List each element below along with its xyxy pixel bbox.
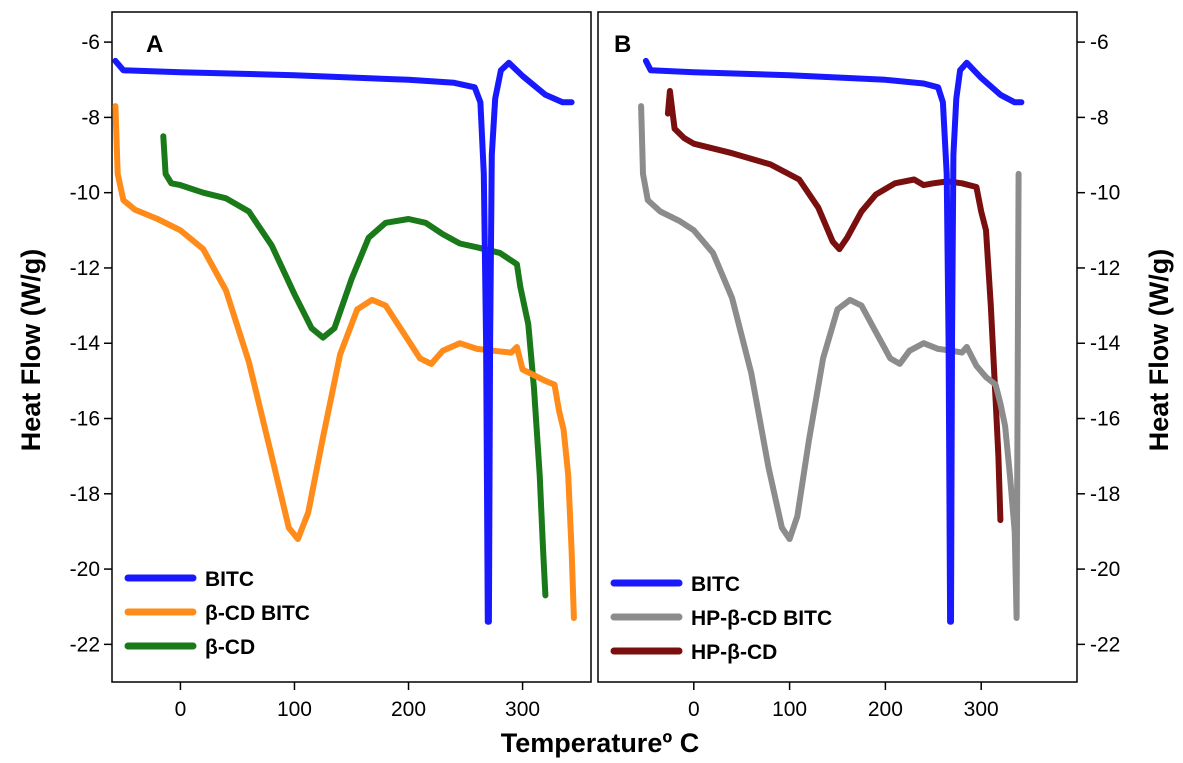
legend-label-hp-beta-cd: HP-β-CD [691,641,777,664]
series-group [112,57,577,625]
legend: BITC HP-β-CD BITC HP-β-CD [610,573,832,664]
y-tick-label: -10 [70,182,100,205]
legend-label-bitc: BITC [205,568,254,591]
x-tick-label: 100 [772,698,807,721]
x-axis-title: Temperatureº C [501,728,699,758]
series-line-hp-beta-cd [664,88,1004,524]
y-tick-label: -14 [1090,332,1121,355]
x-tick-label: 200 [391,698,426,721]
series-line-beta-cd-bitc [112,103,577,621]
y-tick-label: -14 [70,332,101,355]
y-tick-label: -6 [1090,31,1109,54]
legend-label-beta-cd: β-CD [205,636,255,659]
y-tick-label: -12 [1090,257,1120,280]
y-tick-label: -10 [1090,182,1120,205]
x-tick-label: 200 [868,698,903,721]
series-group [638,57,1025,625]
y-axis-title-right: Heat Flow (W/g) [1144,249,1174,451]
series-line-bitc [642,57,1025,625]
legend: BITC β-CD BITC β-CD [124,568,310,659]
series-line-bitc [112,57,575,625]
y-tick-label: -16 [1090,408,1120,431]
x-tick-label: 300 [505,698,540,721]
y-tick-label: -20 [70,558,100,581]
legend-label-beta-cd-bitc: β-CD BITC [205,602,310,625]
y-tick-label: -12 [70,257,100,280]
y-tick-label: -20 [1090,558,1120,581]
panel-label: A [146,31,163,58]
y-tick-label: -8 [1090,106,1109,129]
series-line-beta-cd [160,133,549,599]
y-tick-label: -18 [1090,483,1120,506]
legend-label-bitc: BITC [691,573,740,596]
x-tick-label: 300 [964,698,999,721]
series-line-hp-beta-cd-bitc [638,103,1022,621]
plot-frame [597,11,1078,683]
panel-a: 0 100 200 300 -6 -8 -10 -12 -14 -16 -18 -20 -22 A BITC… [70,11,592,721]
plot-frame [111,11,592,683]
y-tick-label: -18 [70,483,100,506]
y-tick-label: -16 [70,408,100,431]
y-axis-title-left: Heat Flow (W/g) [16,249,46,451]
panel-b: 0 100 200 300 -6 -8 -10 -12 -14 -16 -18 -20 -22 B BITC… [597,11,1121,721]
x-tick-label: 0 [688,698,700,721]
x-tick-label: 100 [277,698,312,721]
y-tick-label: -22 [70,633,100,656]
panel-label: B [614,31,631,58]
y-tick-label: -8 [81,106,100,129]
x-tick-label: 0 [175,698,187,721]
y-tick-label: -22 [1090,633,1120,656]
y-tick-label: -6 [81,31,100,54]
legend-label-hp-beta-cd-bitc: HP-β-CD BITC [691,607,832,630]
